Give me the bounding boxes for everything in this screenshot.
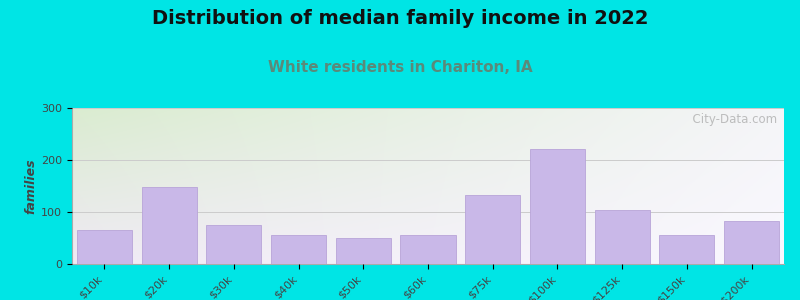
Bar <box>206 225 262 264</box>
Bar <box>724 221 779 264</box>
Bar <box>336 238 390 264</box>
Bar <box>401 236 455 264</box>
Bar <box>271 236 326 264</box>
Bar <box>659 236 714 264</box>
Bar <box>77 230 132 264</box>
Text: White residents in Chariton, IA: White residents in Chariton, IA <box>268 60 532 75</box>
Bar <box>530 148 585 264</box>
Bar <box>466 195 520 264</box>
Y-axis label: families: families <box>24 158 37 214</box>
Bar <box>594 210 650 264</box>
Text: City-Data.com: City-Data.com <box>685 113 777 126</box>
Text: Distribution of median family income in 2022: Distribution of median family income in … <box>152 9 648 28</box>
Bar <box>142 187 197 264</box>
